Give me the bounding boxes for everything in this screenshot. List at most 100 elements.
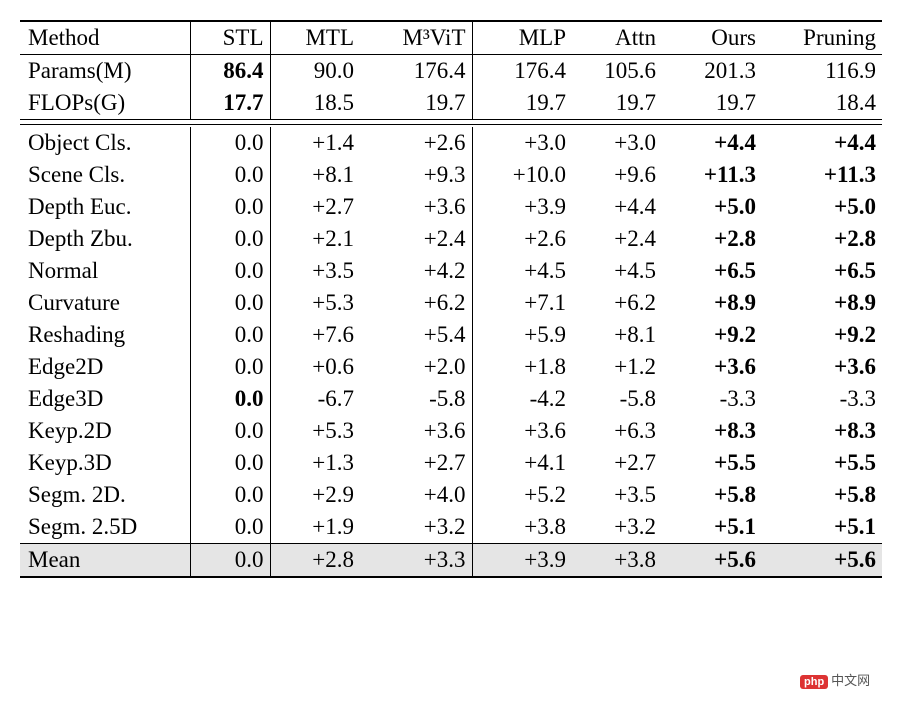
cell: 116.9 — [762, 55, 882, 88]
col-mtl: MTL — [270, 21, 360, 55]
cell: +2.8 — [662, 223, 762, 255]
table-row: Curvature0.0+5.3+6.2+7.1+6.2+8.9+8.9 — [20, 287, 882, 319]
cell: +3.5 — [270, 255, 360, 287]
cell: 18.4 — [762, 87, 882, 120]
cell: +8.9 — [762, 287, 882, 319]
cell: +4.5 — [572, 255, 662, 287]
cell: +11.3 — [762, 159, 882, 191]
cell: +5.6 — [662, 544, 762, 578]
cell: 0.0 — [190, 159, 270, 191]
col-ours: Ours — [662, 21, 762, 55]
row-label: Edge2D — [20, 351, 190, 383]
cell: +3.6 — [662, 351, 762, 383]
table-row: Edge3D0.0-6.7-5.8-4.2-5.8-3.3-3.3 — [20, 383, 882, 415]
row-label: Depth Euc. — [20, 191, 190, 223]
cell: +3.8 — [472, 511, 572, 544]
cell: +3.5 — [572, 479, 662, 511]
table-row: Keyp.2D0.0+5.3+3.6+3.6+6.3+8.3+8.3 — [20, 415, 882, 447]
table-row: Normal0.0+3.5+4.2+4.5+4.5+6.5+6.5 — [20, 255, 882, 287]
table-row: Keyp.3D0.0+1.3+2.7+4.1+2.7+5.5+5.5 — [20, 447, 882, 479]
cell: 176.4 — [360, 55, 472, 88]
table-row: Depth Zbu.0.0+2.1+2.4+2.6+2.4+2.8+2.8 — [20, 223, 882, 255]
table-row: Depth Euc.0.0+2.7+3.6+3.9+4.4+5.0+5.0 — [20, 191, 882, 223]
flops-row: FLOPs(G) 17.7 18.5 19.7 19.7 19.7 19.7 1… — [20, 87, 882, 120]
cell: +5.0 — [762, 191, 882, 223]
cell: 0.0 — [190, 223, 270, 255]
cell: 0.0 — [190, 191, 270, 223]
watermark: php中文网 — [800, 670, 870, 689]
cell: +1.8 — [472, 351, 572, 383]
cell: +5.4 — [360, 319, 472, 351]
cell: +9.2 — [662, 319, 762, 351]
cell: +5.2 — [472, 479, 572, 511]
row-label: Segm. 2.5D — [20, 511, 190, 544]
cell: +6.2 — [360, 287, 472, 319]
cell: 0.0 — [190, 383, 270, 415]
cell: +8.3 — [762, 415, 882, 447]
cell: +10.0 — [472, 159, 572, 191]
cell: +9.2 — [762, 319, 882, 351]
table-row: Segm. 2.5D0.0+1.9+3.2+3.8+3.2+5.1+5.1 — [20, 511, 882, 544]
cell: +4.4 — [572, 191, 662, 223]
cell: +6.5 — [662, 255, 762, 287]
cell: +4.1 — [472, 447, 572, 479]
row-label: Keyp.3D — [20, 447, 190, 479]
mean-row: Mean 0.0 +2.8 +3.3 +3.9 +3.8 +5.6 +5.6 — [20, 544, 882, 578]
col-attn: Attn — [572, 21, 662, 55]
cell: -5.8 — [572, 383, 662, 415]
row-label: Scene Cls. — [20, 159, 190, 191]
cell: +2.4 — [360, 223, 472, 255]
cell: -3.3 — [762, 383, 882, 415]
cell: +5.1 — [762, 511, 882, 544]
cell: +6.3 — [572, 415, 662, 447]
row-label: Keyp.2D — [20, 415, 190, 447]
cell: 0.0 — [190, 255, 270, 287]
cell: +5.0 — [662, 191, 762, 223]
row-label: Depth Zbu. — [20, 223, 190, 255]
cell: +5.6 — [762, 544, 882, 578]
watermark-text: 中文网 — [831, 673, 870, 688]
cell: +3.6 — [762, 351, 882, 383]
cell: +2.7 — [360, 447, 472, 479]
cell: 19.7 — [360, 87, 472, 120]
cell: +4.4 — [662, 127, 762, 159]
cell: 19.7 — [662, 87, 762, 120]
cell: 0.0 — [190, 479, 270, 511]
cell: +2.0 — [360, 351, 472, 383]
cell: +1.2 — [572, 351, 662, 383]
cell: +2.9 — [270, 479, 360, 511]
cell: -6.7 — [270, 383, 360, 415]
cell: +3.2 — [360, 511, 472, 544]
cell: +8.1 — [270, 159, 360, 191]
cell: +5.3 — [270, 287, 360, 319]
row-label: Normal — [20, 255, 190, 287]
cell: +3.6 — [360, 191, 472, 223]
cell: +0.6 — [270, 351, 360, 383]
cell: +3.0 — [572, 127, 662, 159]
cell: 86.4 — [190, 55, 270, 88]
col-pruning: Pruning — [762, 21, 882, 55]
cell: +9.3 — [360, 159, 472, 191]
cell: -4.2 — [472, 383, 572, 415]
cell: +3.6 — [472, 415, 572, 447]
cell: +4.4 — [762, 127, 882, 159]
table-row: Segm. 2D.0.0+2.9+4.0+5.2+3.5+5.8+5.8 — [20, 479, 882, 511]
cell: 19.7 — [572, 87, 662, 120]
cell: 0.0 — [190, 351, 270, 383]
cell: +4.5 — [472, 255, 572, 287]
cell: +11.3 — [662, 159, 762, 191]
col-method: Method — [20, 21, 190, 55]
cell: 201.3 — [662, 55, 762, 88]
cell: -5.8 — [360, 383, 472, 415]
cell: +9.6 — [572, 159, 662, 191]
cell: +2.1 — [270, 223, 360, 255]
cell: +8.1 — [572, 319, 662, 351]
cell: +3.9 — [472, 191, 572, 223]
cell: +3.6 — [360, 415, 472, 447]
cell: +7.1 — [472, 287, 572, 319]
cell: 0.0 — [190, 511, 270, 544]
cell: +5.5 — [662, 447, 762, 479]
row-label: Object Cls. — [20, 127, 190, 159]
cell: 0.0 — [190, 127, 270, 159]
cell: 17.7 — [190, 87, 270, 120]
